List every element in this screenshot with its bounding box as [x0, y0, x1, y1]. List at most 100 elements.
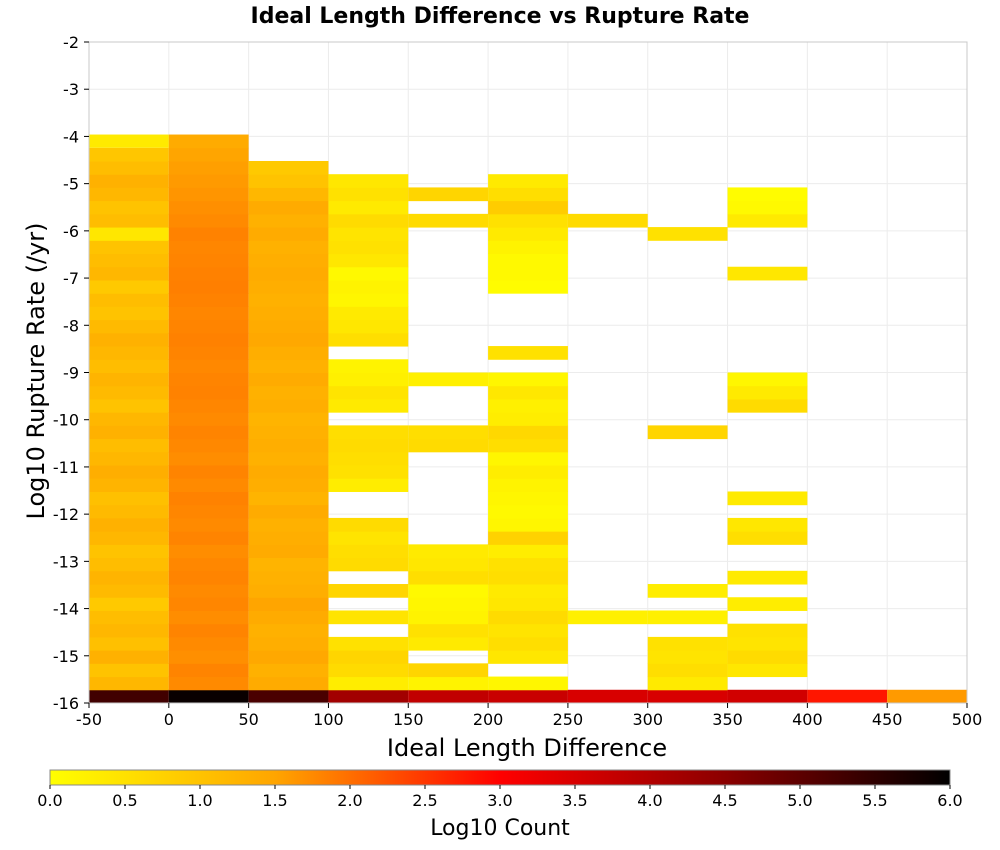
x-tick-label: 150	[393, 710, 424, 729]
heatmap-cell	[488, 346, 568, 360]
heatmap-cell	[89, 306, 169, 321]
heatmap-cell	[647, 636, 728, 651]
heatmap-cell	[647, 227, 728, 241]
heatmap-cell	[248, 174, 329, 188]
heatmap-cell	[647, 650, 728, 664]
heatmap-cell	[727, 491, 808, 506]
x-tick-label: 300	[632, 710, 663, 729]
x-tick-label: 350	[712, 710, 743, 729]
heatmap-cell	[488, 465, 568, 479]
chart-title: Ideal Length Difference vs Rupture Rate	[251, 4, 750, 29]
heatmap-cell	[168, 253, 249, 268]
heatmap-cell	[89, 425, 169, 440]
y-tick-label: -4	[63, 127, 79, 146]
heatmap-cell	[89, 187, 169, 202]
heatmap-cell	[328, 385, 409, 400]
y-tick-label: -8	[63, 316, 79, 335]
heatmap-cell	[488, 279, 568, 294]
heatmap-cell	[408, 597, 489, 611]
heatmap-cell	[248, 465, 329, 479]
heatmap-cell	[647, 610, 728, 625]
heatmap-cell	[328, 227, 409, 241]
heatmap-cell	[168, 306, 249, 321]
y-tick-label: -10	[53, 411, 79, 430]
y-tick-label: -2	[63, 33, 79, 52]
heatmap-cell	[168, 570, 249, 585]
heatmap-cell	[488, 610, 568, 625]
heatmap-cell	[248, 332, 329, 347]
y-tick-label: -12	[53, 505, 79, 524]
heatmap-cell	[488, 187, 568, 202]
y-tick-label: -9	[63, 364, 79, 383]
heatmap-cell	[328, 557, 409, 572]
heatmap-cell	[727, 372, 808, 387]
heatmap-cell	[488, 676, 568, 691]
heatmap-cell	[727, 597, 808, 611]
heatmap-cell	[328, 544, 409, 559]
heatmap-cell	[488, 425, 568, 440]
heatmap-cell	[647, 425, 728, 440]
heatmap-cell	[168, 398, 249, 413]
heatmap-cell	[248, 636, 329, 651]
heatmap-cell	[168, 531, 249, 545]
heatmap-cell	[488, 253, 568, 268]
heatmap-cell	[248, 689, 329, 703]
heatmap-cell	[168, 134, 249, 149]
heatmap-cell	[408, 610, 489, 625]
heatmap-cell	[89, 584, 169, 598]
x-tick-label: 400	[792, 710, 823, 729]
heatmap-cell	[168, 584, 249, 598]
heatmap-cell	[168, 610, 249, 625]
heatmap-cell	[488, 266, 568, 281]
heatmap-cell	[727, 266, 808, 281]
heatmap-cell	[89, 636, 169, 651]
colorbar-tick-label: 1.0	[187, 791, 212, 810]
y-tick-label: -3	[63, 80, 79, 99]
heatmap-cell	[328, 279, 409, 294]
heatmap-cell	[89, 689, 169, 703]
heatmap-cell	[248, 663, 329, 678]
heatmap-cell	[727, 398, 808, 413]
heatmap-cell	[248, 610, 329, 625]
heatmap-cell	[328, 253, 409, 268]
y-axis-label: Log10 Rupture Rate (/yr)	[22, 223, 50, 520]
heatmap-cell	[727, 517, 808, 532]
heatmap-cell	[168, 187, 249, 202]
colorbar-tick-label: 4.5	[712, 791, 737, 810]
heatmap-cell	[328, 451, 409, 466]
heatmap-cell	[248, 438, 329, 453]
heatmap-cell	[248, 240, 329, 255]
heatmap-cell	[168, 636, 249, 651]
x-tick-label: 250	[553, 710, 584, 729]
heatmap-cell	[248, 266, 329, 281]
heatmap-cell	[248, 478, 329, 492]
heatmap-cell	[328, 531, 409, 545]
heatmap-cell	[89, 279, 169, 294]
colorbar-tick-label: 3.0	[487, 791, 512, 810]
heatmap-cell	[248, 200, 329, 215]
heatmap-cell	[248, 227, 329, 241]
heatmap-cell	[89, 676, 169, 691]
heatmap-cell	[408, 689, 489, 704]
heatmap-cell	[89, 557, 169, 572]
y-axis-ticks: -2 -3 -4 -5 -6 -7 -8 -9 -10 -11 -12 -13 -14 -15 -16	[53, 33, 89, 713]
colorbar-tick-label: 0.5	[112, 791, 137, 810]
heatmap-cell	[248, 504, 329, 519]
heatmap-cell	[89, 266, 169, 281]
heatmap-cell	[89, 147, 169, 162]
x-tick-label: 100	[313, 710, 344, 729]
heatmap-cell	[328, 174, 409, 188]
heatmap-cell	[727, 663, 808, 678]
heatmap-cell	[248, 372, 329, 387]
y-tick-label: -11	[53, 458, 79, 477]
x-tick-label: 200	[473, 710, 504, 729]
heatmap-cell	[89, 544, 169, 559]
heatmap-cell	[168, 319, 249, 334]
heatmap-cell	[647, 676, 728, 691]
heatmap-cell	[248, 676, 329, 691]
heatmap-cell	[89, 385, 169, 400]
heatmap-cell	[89, 412, 169, 426]
heatmap-cell	[488, 517, 568, 532]
heatmap-cell	[168, 412, 249, 426]
